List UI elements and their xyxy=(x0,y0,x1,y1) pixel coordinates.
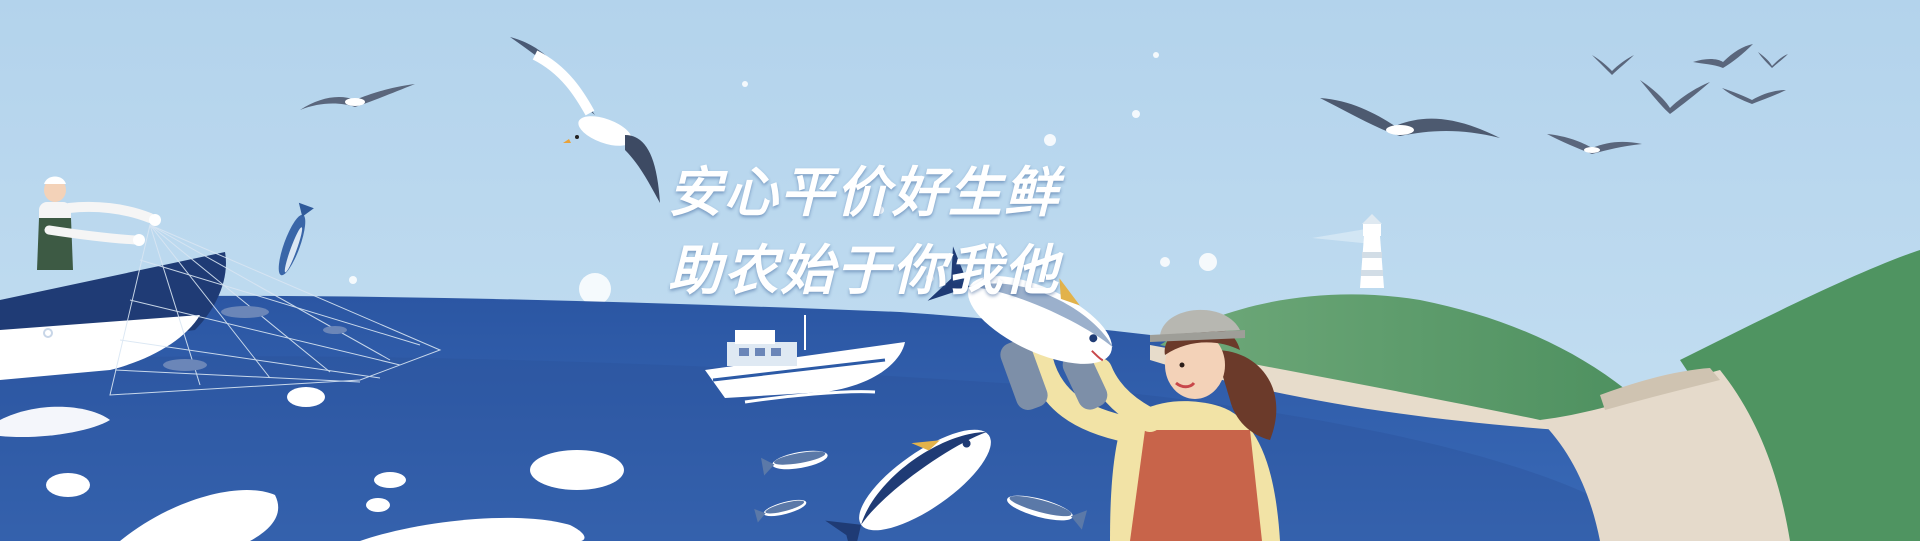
net-fish xyxy=(163,306,347,371)
sand-hill-shadow xyxy=(1600,368,1720,410)
slogan-line-2: 助农始于你我他 xyxy=(668,239,1060,302)
seagull-icon xyxy=(1640,80,1710,114)
fish-icon xyxy=(754,499,807,523)
boat-icon xyxy=(705,315,905,404)
fisherwoman xyxy=(1000,309,1280,541)
hill-right xyxy=(1680,250,1920,541)
fish-icon xyxy=(761,450,828,476)
seagull-icon xyxy=(1592,55,1634,75)
seagull-icon xyxy=(1722,88,1786,104)
hill-left xyxy=(1160,294,1660,420)
seagull-icon xyxy=(1320,98,1500,138)
sand-right xyxy=(1540,370,1790,541)
fish-icon xyxy=(1007,495,1088,530)
fisherman xyxy=(37,176,161,270)
seagull-icon xyxy=(510,37,660,203)
seagull-icon xyxy=(1547,134,1642,154)
slogan-line-1: 安心平价好生鲜 xyxy=(668,161,1060,224)
fishing-boat xyxy=(0,252,226,380)
sea-foam xyxy=(0,387,624,541)
lighthouse-icon xyxy=(1312,214,1384,288)
fishing-net-icon xyxy=(109,224,442,396)
seagull-icon xyxy=(1693,44,1753,68)
seagull-icon xyxy=(300,84,415,110)
fish-icon xyxy=(278,202,314,276)
tuna-fish-icon xyxy=(825,429,991,541)
